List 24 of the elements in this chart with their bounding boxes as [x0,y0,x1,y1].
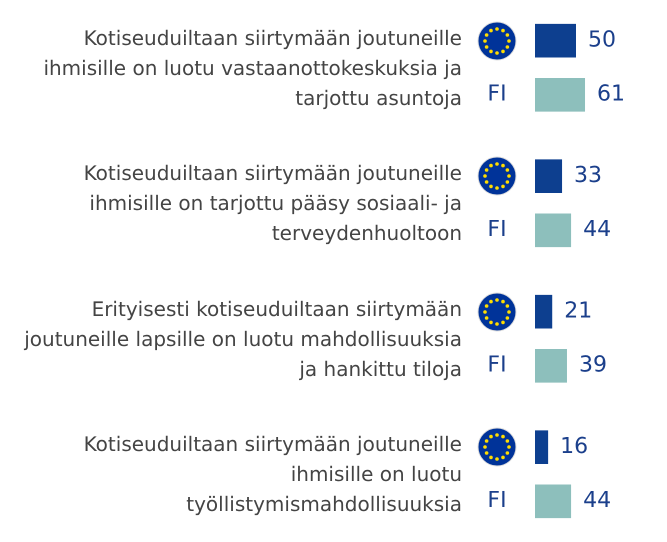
data-label: 44 [583,217,612,242]
data-label: 21 [564,298,592,324]
data-label: 50 [588,27,616,52]
data-label: 16 [560,434,588,459]
data-label: 44 [583,488,612,514]
text: FI [487,217,507,242]
text: FI [487,352,507,378]
bar [535,24,576,58]
y-tick-label: Kotiseuduiltaan siirtymään joutuneille ihmisille on luotu työllistymismahdollisuuksia [82,431,462,518]
series-label: FI [487,82,507,107]
bar [535,159,562,193]
bar [535,430,548,464]
data-label: 39 [578,352,607,378]
y-tick-label: Kotiseuduiltaan siirtymään joutuneille ihmisille on tarjottu pääsy sosiaali- ja terveydenhuoltoon [82,160,462,248]
bar [535,214,572,248]
data-label: 33 [574,162,602,188]
bar [535,349,567,383]
y-tick-label: Kotiseuduiltaan siirtymään joutuneille ihmisille on luotu vastaanottokeskuksia ja tarjottu asuntoja [42,24,462,112]
data-label: 61 [597,82,626,107]
text: FI [487,488,507,514]
bar [535,78,586,112]
y-tick-label: Erityisesti kotiseuduiltaan siirtymään joutuneille lapsille on luotu mahdollisuuksia ja hankittu tiloja [22,296,462,383]
bar [535,484,572,518]
bar [535,294,552,328]
